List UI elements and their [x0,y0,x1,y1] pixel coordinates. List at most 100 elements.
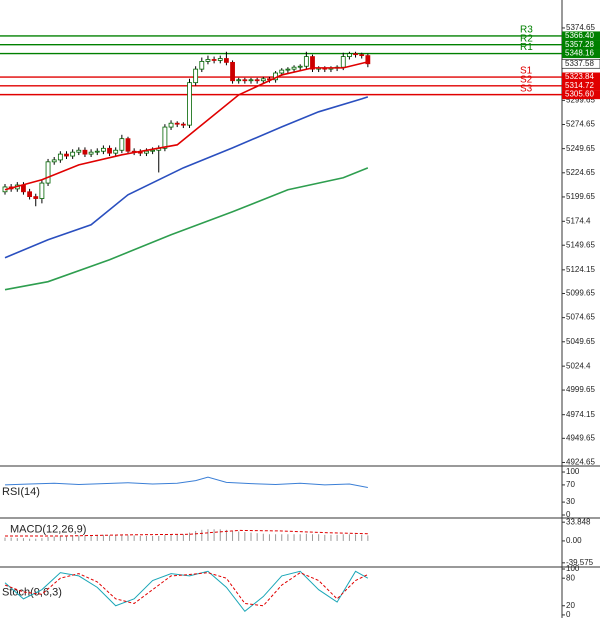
price-box [562,90,600,100]
histogram-bar [238,531,240,541]
histogram-bar [250,532,252,541]
candle-body [88,151,94,155]
line-series [5,529,368,537]
candle-body [33,196,39,199]
histogram-bar [182,534,184,541]
pivot-price: 5357.28 [565,40,594,49]
histogram-bar [312,534,313,541]
histogram-bar [232,530,234,541]
histogram-bar [47,537,49,541]
y-tick-label: 5299.65 [566,95,595,104]
histogram-bar [164,534,166,541]
histogram-bar [152,535,154,541]
candle-body [113,149,119,154]
histogram-bar [367,535,369,541]
histogram-bar [72,535,74,541]
pivot-price: 5314.72 [565,81,594,90]
pivot-price: 5366.40 [565,31,594,40]
histogram-bar [330,534,332,541]
candle-body [297,65,303,68]
candle-body [254,79,260,82]
candle-body [144,150,149,154]
candle-body [51,159,57,163]
candle-body [242,79,248,82]
candle-body [230,61,235,82]
panel-title: MACD(12,26,9) [10,523,86,535]
histogram-bar [207,529,209,541]
line-series [4,96,369,259]
histogram-bar [145,535,147,541]
candle-body [353,53,358,56]
histogram-bar [41,538,43,541]
y-tick-label: 100 [566,467,580,476]
y-tick-label: 4999.65 [566,385,595,394]
line-series [4,572,369,607]
candle-body [236,79,242,82]
candle-body [285,68,291,71]
y-tick-label: -39.575 [566,558,594,567]
candle-body [27,191,33,197]
candle-body [279,69,285,74]
histogram-bar [318,534,320,541]
candle-body [217,58,223,61]
candle-body [248,79,254,82]
y-tick-label: 30 [566,497,575,506]
histogram-bar [121,534,123,541]
y-tick-label: 5049.65 [566,337,595,346]
candle-body [94,150,100,153]
candle-body [365,55,371,65]
candle-body [119,138,125,151]
histogram-bar [127,535,129,541]
y-tick-label: 5249.65 [566,144,595,153]
histogram-bar [189,532,190,541]
candle-body [193,68,199,84]
candle-body [346,53,352,57]
candle-body [150,149,156,152]
y-tick-label: 80 [566,573,575,582]
candle-body [223,58,229,63]
histogram-bar [96,534,98,541]
price-box [562,40,600,50]
histogram-bar [262,533,264,541]
histogram-bar [16,538,18,541]
y-tick-label: 4924.65 [566,458,595,467]
candle-body [39,182,45,199]
histogram-bar [59,535,61,541]
histogram-bar [10,537,12,541]
y-tick-label: 20 [566,601,575,610]
y-tick-label: 70 [566,480,575,489]
histogram-bar [305,533,307,541]
histogram-bar [66,535,67,541]
y-tick-label: 5274.65 [566,120,595,129]
histogram-bar [348,534,350,541]
histogram-bar [336,534,338,541]
price-box [562,81,600,91]
candle-body [211,59,217,61]
line-series [4,476,368,488]
candle-body [64,153,69,157]
histogram-bar [219,529,221,541]
histogram-bar [324,534,326,541]
y-tick-label: 5374.65 [566,23,595,32]
last-price: 5337.58 [565,59,594,68]
y-tick-label: 5124.15 [566,265,595,274]
candle-body [260,78,266,82]
pivot-price: 5348.16 [565,49,594,58]
candle-body [21,184,26,193]
candle-body [57,153,63,161]
histogram-bar [4,537,6,541]
candle-body [70,151,76,157]
pivot-price: 5305.60 [565,90,594,99]
pivot-price: 5323.84 [565,72,594,81]
candle-body [359,54,365,57]
y-tick-label: 0 [566,610,571,618]
histogram-bar [78,535,80,541]
candle-body [101,147,106,152]
histogram-bar [22,538,24,541]
pivot-name: S2 [520,74,533,85]
histogram-bar [170,534,172,541]
histogram-bar [84,535,86,541]
histogram-bar [268,534,270,541]
line-series [4,570,369,612]
